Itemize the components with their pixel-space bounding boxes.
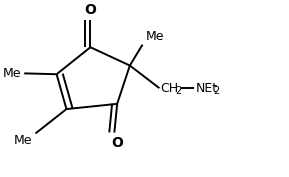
Text: O: O	[84, 3, 96, 17]
Text: Me: Me	[14, 134, 33, 147]
Text: CH: CH	[160, 82, 178, 95]
Text: 2: 2	[175, 86, 182, 96]
Text: NEt: NEt	[195, 82, 218, 95]
Text: O: O	[111, 136, 123, 150]
Text: Me: Me	[3, 67, 21, 80]
Text: 2: 2	[213, 86, 219, 96]
Text: Me: Me	[145, 30, 164, 43]
